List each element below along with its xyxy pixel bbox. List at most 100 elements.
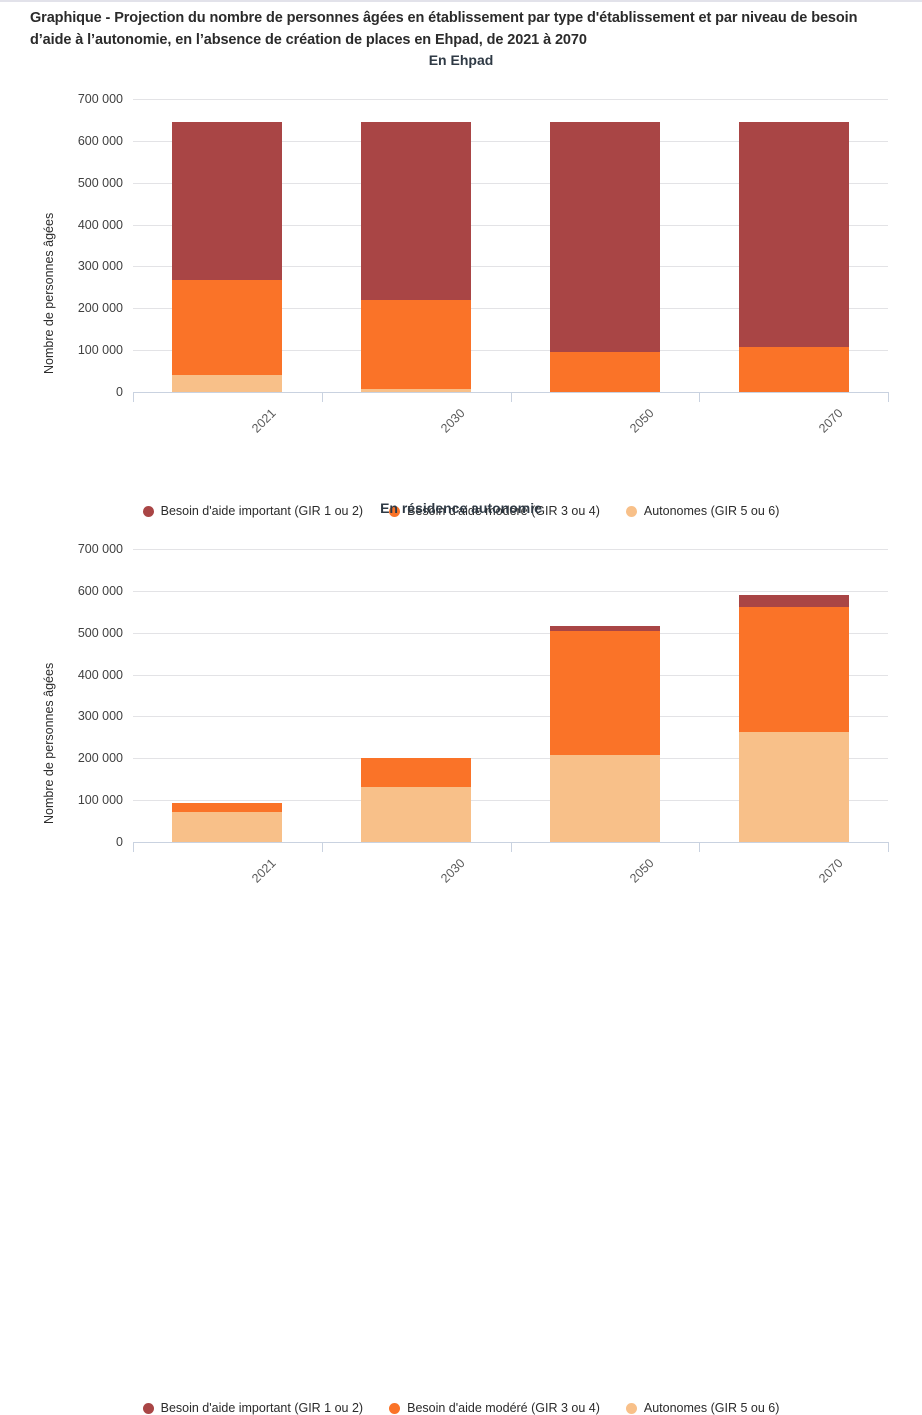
bar-segment[interactable] bbox=[172, 803, 283, 813]
bar-segment[interactable] bbox=[361, 388, 472, 392]
bar-segment[interactable] bbox=[549, 122, 660, 353]
x-axis-tick bbox=[322, 392, 323, 402]
legend-item[interactable]: Besoin d'aide important (GIR 1 ou 2) bbox=[142, 504, 364, 518]
legend-swatch-dot-icon bbox=[625, 505, 637, 517]
legend-label: Autonomes (GIR 5 ou 6) bbox=[643, 504, 780, 518]
x-axis-tick bbox=[133, 842, 134, 852]
bar-segment[interactable] bbox=[738, 595, 849, 608]
page-top-border bbox=[0, 0, 922, 2]
y-axis-tick-label: 600 000 bbox=[77, 583, 123, 598]
y-axis-tick-label: 300 000 bbox=[77, 709, 123, 724]
gridline bbox=[133, 308, 888, 310]
y-axis-tick-label: 700 000 bbox=[77, 542, 123, 556]
gridline bbox=[133, 590, 888, 592]
y-axis-tick-label: 300 000 bbox=[77, 259, 123, 274]
y-axis-label-residence-autonomie: Nombre de personnes âgées bbox=[42, 662, 56, 824]
gridline bbox=[133, 632, 888, 634]
y-axis-label-ehpad: Nombre de personnes âgées bbox=[42, 212, 56, 374]
legend-swatch-dot-icon bbox=[142, 1402, 154, 1414]
bar-segment[interactable] bbox=[738, 347, 849, 392]
legend-swatch-dot-icon bbox=[625, 1402, 637, 1414]
x-axis-tick bbox=[133, 392, 134, 402]
bar-segment[interactable] bbox=[361, 757, 472, 787]
bar-segment[interactable] bbox=[361, 786, 472, 842]
legend-ehpad: Besoin d'aide important (GIR 1 ou 2) Beso… bbox=[0, 504, 922, 518]
gridline bbox=[133, 224, 888, 226]
gridline bbox=[133, 140, 888, 142]
y-axis-tick-label: 500 000 bbox=[77, 625, 123, 640]
legend-swatch-dot-icon bbox=[389, 1402, 401, 1414]
bar-segment[interactable] bbox=[549, 755, 660, 842]
gridline bbox=[133, 549, 888, 550]
y-axis-tick-label: 500 000 bbox=[77, 175, 123, 190]
legend-item[interactable]: Besoin d'aide important (GIR 1 ou 2) bbox=[142, 1401, 364, 1415]
bar-group-2050[interactable] bbox=[549, 99, 660, 392]
bar-segment[interactable] bbox=[549, 352, 660, 392]
bar-group-2021[interactable] bbox=[172, 99, 283, 392]
x-axis-tick bbox=[699, 842, 700, 852]
gridline bbox=[133, 99, 888, 100]
x-axis-tick bbox=[888, 842, 889, 852]
bar-segment[interactable] bbox=[172, 122, 283, 280]
y-axis-tick-label: 100 000 bbox=[77, 793, 123, 808]
bar-segment[interactable] bbox=[549, 631, 660, 756]
legend-swatch-dot-icon bbox=[142, 505, 154, 517]
bar-segment[interactable] bbox=[549, 625, 660, 632]
x-axis-tick bbox=[511, 842, 512, 852]
y-axis-tick-label: 0 bbox=[116, 385, 123, 399]
legend-label: Autonomes (GIR 5 ou 6) bbox=[643, 1401, 780, 1415]
bar-group-2030[interactable] bbox=[361, 549, 472, 842]
bar-group-2050[interactable] bbox=[549, 549, 660, 842]
bar-group-2021[interactable] bbox=[172, 549, 283, 842]
gridline bbox=[133, 800, 888, 802]
legend-label: Besoin d'aide modéré (GIR 3 ou 4) bbox=[407, 1401, 600, 1415]
x-axis-tick-label: 2030 bbox=[438, 856, 468, 886]
legend-residence-autonomie: Besoin d'aide important (GIR 1 ou 2) Beso… bbox=[0, 1401, 922, 1415]
bar-group-2070[interactable] bbox=[738, 549, 849, 842]
legend-item[interactable]: Besoin d'aide modéré (GIR 3 ou 4) bbox=[389, 504, 600, 518]
legend-item[interactable]: Autonomes (GIR 5 ou 6) bbox=[625, 504, 780, 518]
legend-label: Besoin d'aide important (GIR 1 ou 2) bbox=[160, 1401, 364, 1415]
y-axis-tick-label: 400 000 bbox=[77, 667, 123, 682]
y-axis-tick-label: 400 000 bbox=[77, 217, 123, 232]
bar-group-2070[interactable] bbox=[738, 99, 849, 392]
y-axis-tick-label: 0 bbox=[116, 835, 123, 849]
legend-label: Besoin d'aide important (GIR 1 ou 2) bbox=[160, 504, 364, 518]
x-axis-tick-label: 2050 bbox=[627, 406, 657, 436]
x-axis-tick-label: 2021 bbox=[249, 856, 280, 886]
plot-area-ehpad: 0 100 000 200 000 300 000 400 000 500 000 600 … bbox=[78, 92, 889, 436]
bar-group-2030[interactable] bbox=[361, 99, 472, 392]
x-axis-tick-label: 2030 bbox=[438, 406, 468, 436]
legend-item[interactable]: Autonomes (GIR 5 ou 6) bbox=[625, 1401, 780, 1415]
bar-segment[interactable] bbox=[738, 731, 849, 842]
gridline bbox=[133, 716, 888, 718]
bar-segment[interactable] bbox=[738, 607, 849, 732]
y-axis-tick-label: 200 000 bbox=[77, 751, 123, 766]
x-axis-tick bbox=[699, 392, 700, 402]
bar-segment[interactable] bbox=[172, 279, 283, 376]
plot-area-residence-autonomie: 0 100 000 200 000 300 000 400 000 500 000 600 … bbox=[78, 542, 889, 886]
gridline bbox=[133, 350, 888, 352]
chart-title-residence-autonomie: En résidence autonomie bbox=[380, 500, 542, 516]
x-axis-tick-label: 2070 bbox=[815, 406, 846, 436]
gridline bbox=[133, 758, 888, 760]
gridline bbox=[133, 182, 888, 184]
legend-label: Besoin d'aide modéré (GIR 3 ou 4) bbox=[407, 504, 600, 518]
x-axis-tick-label: 2050 bbox=[627, 856, 657, 886]
bar-segment[interactable] bbox=[361, 299, 472, 389]
chart-panel-ehpad: En Ehpad Nombre de personnes âgées 0 100 … bbox=[0, 52, 922, 518]
bar-segment[interactable] bbox=[172, 812, 283, 842]
gridline bbox=[133, 674, 888, 676]
bar-segment[interactable] bbox=[738, 122, 849, 348]
x-axis-tick-label: 2070 bbox=[815, 856, 846, 886]
chart-title-ehpad: En Ehpad bbox=[428, 52, 494, 68]
legend-item[interactable]: Besoin d'aide modéré (GIR 3 ou 4) bbox=[389, 1401, 600, 1415]
legend-swatch-dot-icon bbox=[389, 505, 401, 517]
y-axis-tick-label: 200 000 bbox=[77, 301, 123, 316]
x-axis-tick bbox=[888, 392, 889, 402]
x-axis-line bbox=[133, 842, 888, 843]
chart-panel-residence-autonomie: En résidence autonomie Nombre de personn… bbox=[0, 500, 922, 1415]
bar-segment[interactable] bbox=[361, 122, 472, 300]
bar-segment[interactable] bbox=[172, 375, 283, 392]
x-axis-line bbox=[133, 392, 888, 393]
